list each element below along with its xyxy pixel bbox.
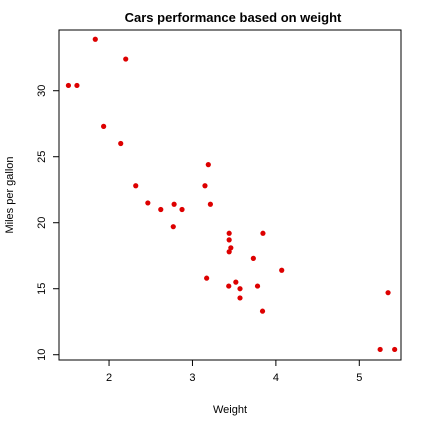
x-axis: 2 3 4 5 [106,360,362,384]
x-tick-label: 2 [106,372,112,384]
plot-frame [58,29,402,361]
x-tick-label: 5 [356,372,362,384]
y-axis: 10 15 20 25 30 [36,85,59,361]
data-point [158,206,164,213]
data-point [179,206,185,213]
x-tick-label: 3 [189,372,195,384]
data-point [259,308,266,314]
data-point [202,183,208,189]
y-tick-label: 30 [36,85,48,97]
y-tick-label: 15 [36,283,48,295]
data-point [207,201,213,207]
data-point [92,36,98,42]
x-axis-label: Weight [213,404,247,416]
y-axis-label: Miles per gallon [4,156,16,233]
data-point [74,82,80,89]
chart-title: Cars performance based on weight [125,10,342,25]
data-point [123,56,129,62]
data-point [226,237,232,243]
data-point [233,279,239,285]
y-tick-label: 10 [36,349,48,361]
y-tick-label: 25 [36,151,48,163]
data-point [133,183,139,189]
data-point [145,200,151,206]
data-point [170,224,176,230]
data-point [101,123,107,129]
data-point [65,82,72,89]
data-point [254,283,261,289]
data-point [226,230,232,236]
data-point [226,249,232,255]
y-tick-label: 20 [36,217,48,229]
data-point [237,286,243,292]
data-point [250,255,256,261]
data-point [228,245,234,251]
data-point [377,346,383,353]
data-point [171,201,177,207]
data-point [260,230,266,236]
data-point [237,295,243,301]
data-point [226,283,232,289]
x-tick-label: 4 [273,372,279,384]
data-point [204,275,210,281]
data-points [65,36,398,353]
data-point [392,346,398,353]
data-point [279,267,285,273]
data-point [385,290,391,296]
data-point [205,162,211,168]
data-point [118,140,124,147]
